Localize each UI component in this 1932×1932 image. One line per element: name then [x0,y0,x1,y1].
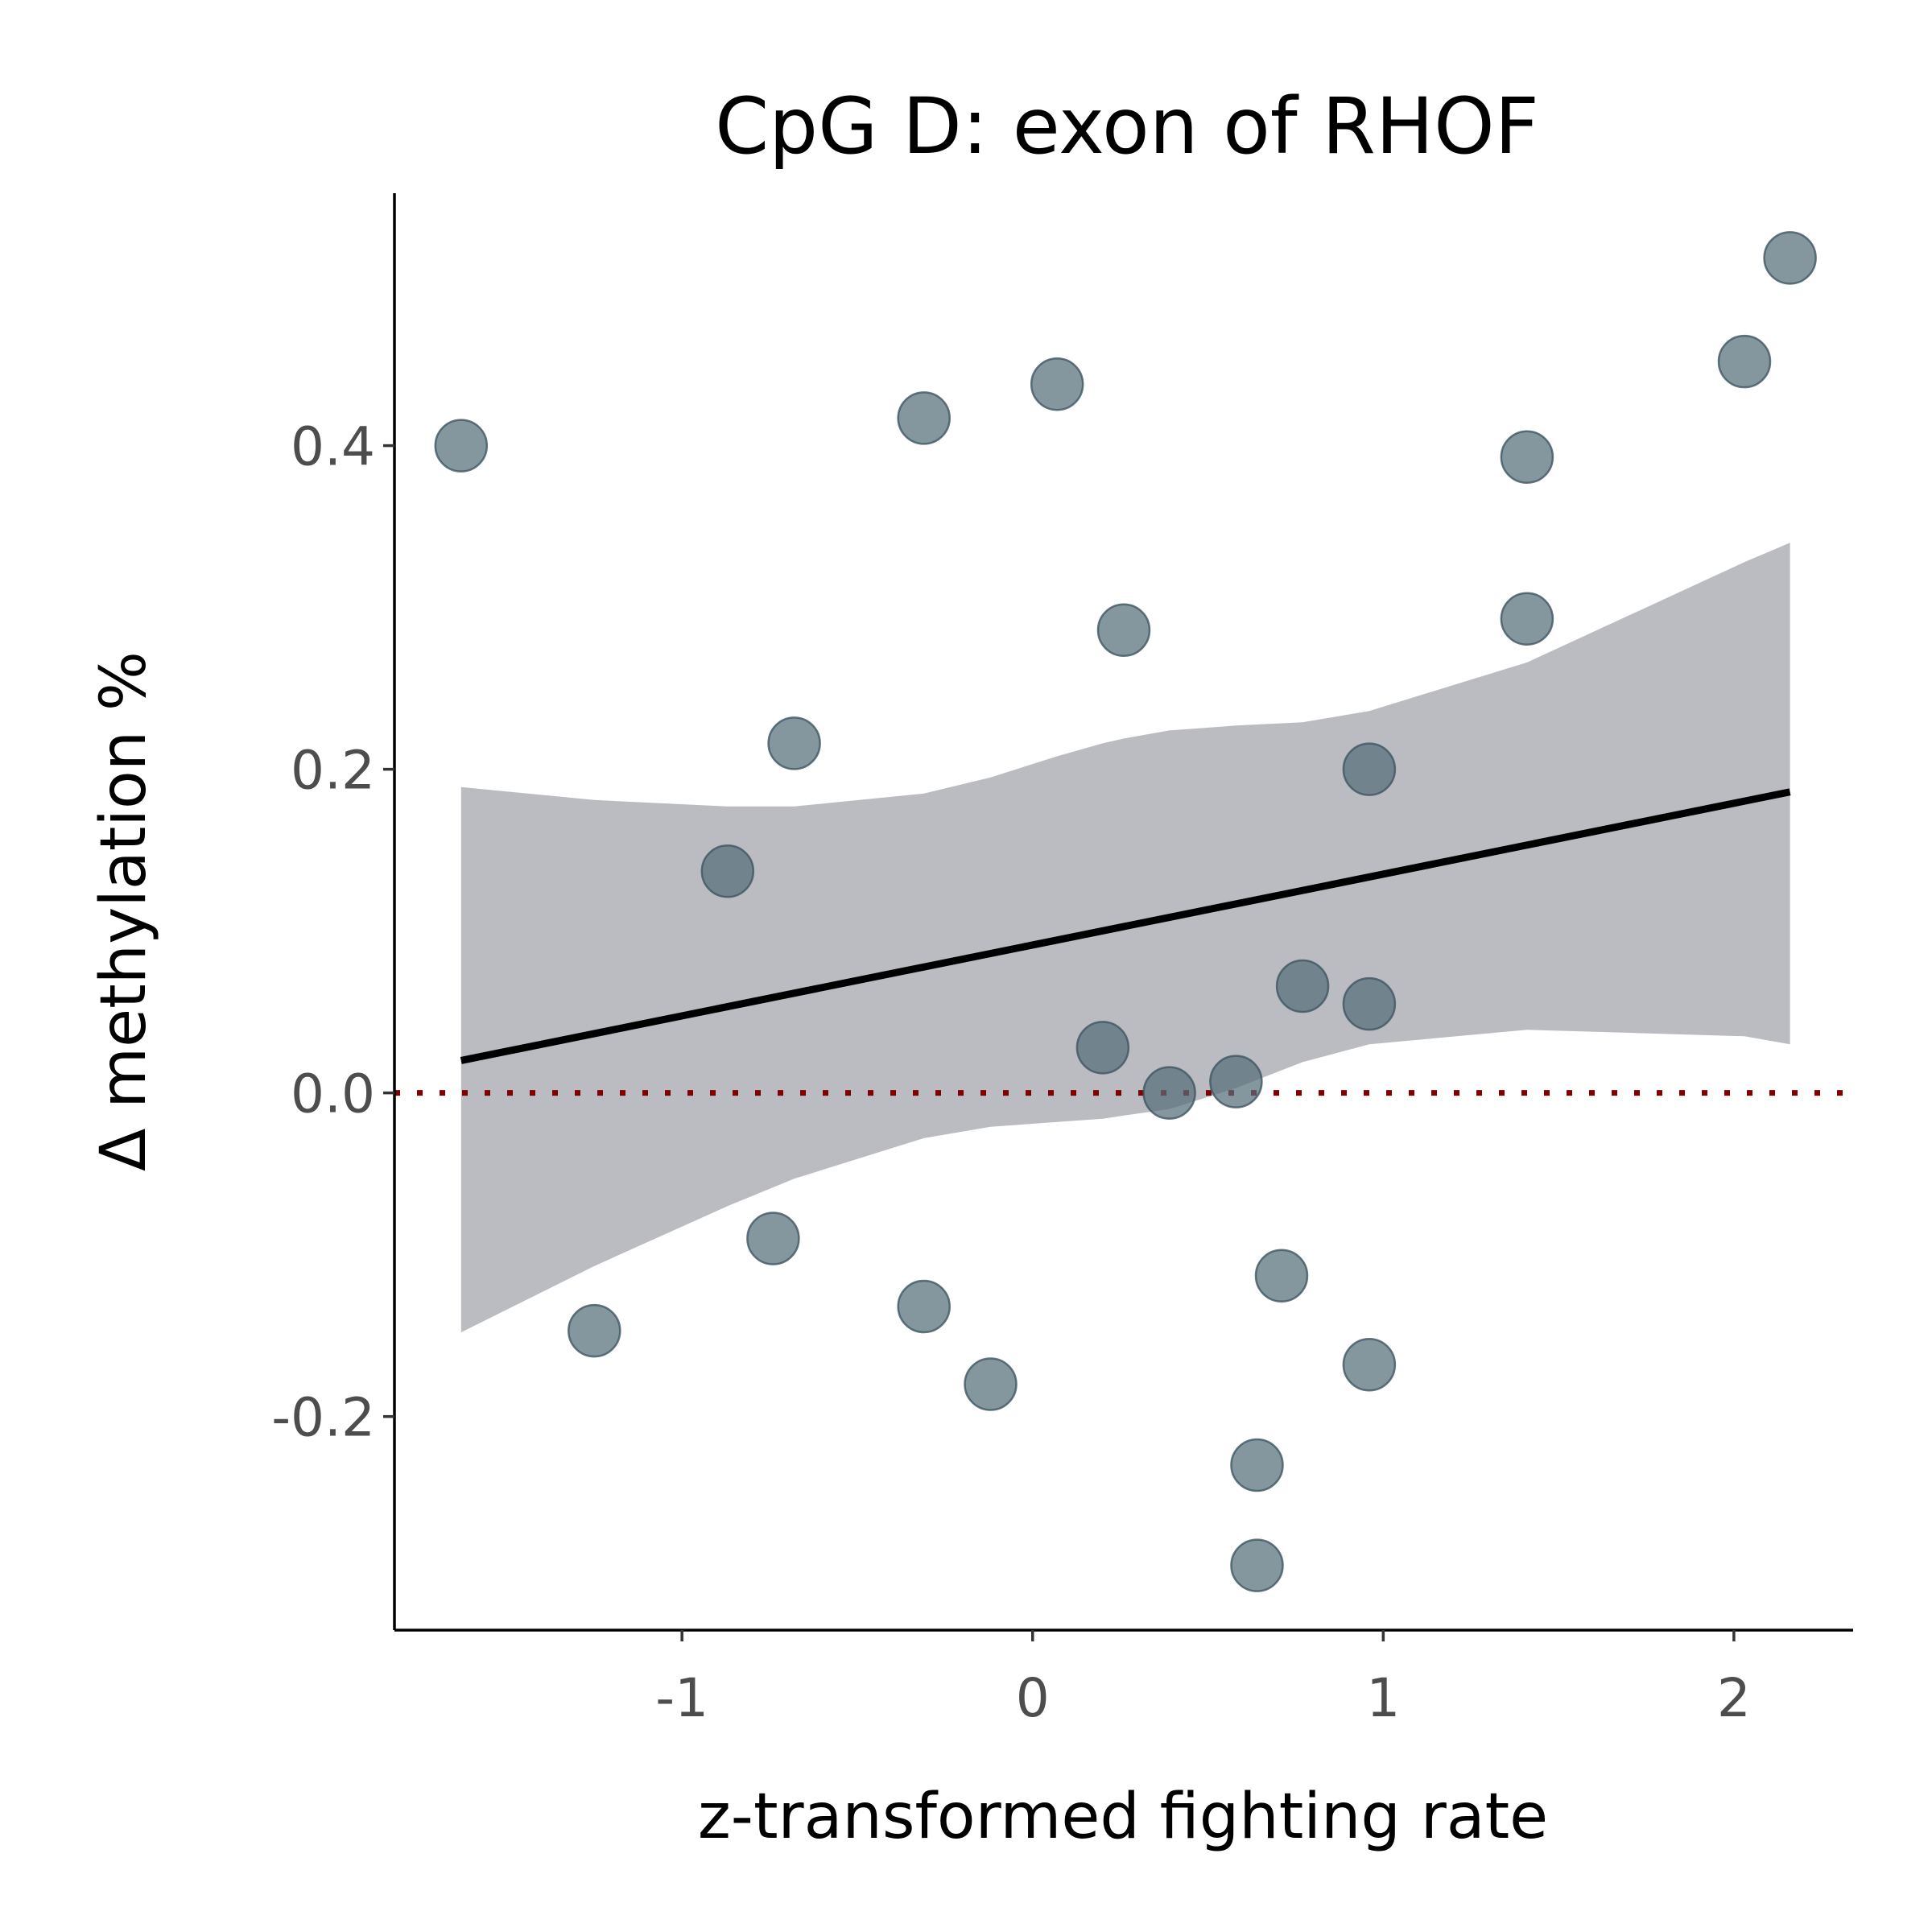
data-point [897,391,951,445]
y-tick-label: 0.4 [291,416,375,478]
x-tick-label: -1 [655,1667,708,1729]
x-ticks: -1 0 1 2 [655,1630,1751,1729]
data-point [1342,1338,1397,1392]
data-point [568,1303,621,1358]
data-point [1342,742,1397,796]
confidence-band-layer [460,543,1790,1333]
y-tick-label: -0.2 [271,1387,375,1449]
y-axis-title: Δ methylation % [88,651,160,1171]
y-ticks: -0.2 0.0 0.2 0.4 [271,416,394,1449]
regression-line [460,788,1791,1064]
x-tick-label: 1 [1366,1667,1400,1729]
data-point [1342,976,1397,1031]
x-axis-title: z-transformed fighting rate [698,1781,1548,1853]
chart-title: CpG D: exon of RHOF [715,81,1539,171]
data-point [897,1279,951,1334]
data-point [1030,357,1084,411]
regression-line-layer [460,788,1791,1064]
data-point [1209,1055,1263,1108]
data-point [964,1357,1018,1411]
data-point [1717,334,1772,389]
data-point [1075,1021,1130,1075]
data-point [1142,1066,1196,1120]
data-point [1500,430,1554,484]
axes [393,193,1853,1632]
data-point [1763,231,1817,285]
data-point [767,716,821,770]
confidence-band [460,543,1790,1333]
data-point [746,1212,800,1265]
y-tick-label: 0.0 [291,1063,375,1125]
x-tick-label: 2 [1717,1667,1751,1729]
data-point [1275,959,1330,1013]
x-tick-label: 0 [1016,1667,1050,1729]
data-point [1230,1538,1284,1592]
data-point [434,419,489,473]
data-point [1500,592,1554,646]
data-point [700,844,755,898]
data-point [1096,603,1151,657]
data-point [1230,1438,1284,1492]
points-layer [434,231,1817,1592]
y-tick-label: 0.2 [291,740,375,802]
data-point [1254,1249,1309,1303]
